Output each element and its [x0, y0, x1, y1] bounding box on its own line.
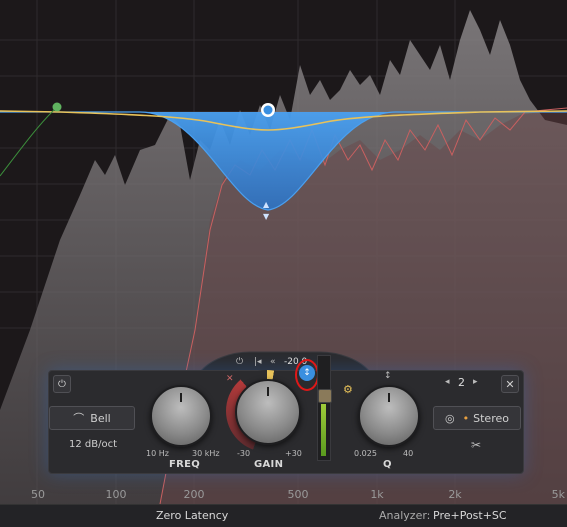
eq-band-outline [0, 111, 567, 211]
freq-tick-label: 5k [552, 488, 566, 501]
next-band-icon[interactable]: ▸ [473, 377, 478, 387]
bell-shape-icon: ⌒ [73, 412, 85, 425]
q-handle-down-icon[interactable]: ▼ [263, 212, 270, 221]
q-label: Q [383, 459, 392, 470]
freq-max-label: 30 kHz [192, 449, 220, 458]
annotation-circle [295, 359, 319, 391]
close-band-button[interactable]: ✕ [501, 375, 519, 393]
band-node[interactable] [263, 105, 273, 115]
freq-tick-label: 2k [448, 488, 462, 501]
band-rewind-icon[interactable]: « [270, 357, 276, 367]
band-number: 2 [458, 376, 465, 389]
stereo-label: Stereo [473, 411, 509, 425]
freq-tick-label: 200 [184, 488, 205, 501]
gain-max-label: +30 [285, 449, 302, 458]
freq-tick-label: 50 [31, 488, 45, 501]
q-knob[interactable] [358, 385, 420, 447]
freq-label: FREQ [169, 459, 201, 470]
stereo-dot-icon: • [462, 411, 470, 425]
analyzer-mode[interactable]: Pre+Post+SC [433, 509, 507, 522]
meter-slider-handle[interactable] [318, 389, 332, 403]
power-icon: ⏻ [58, 378, 66, 390]
stereo-mode-button[interactable]: ◎ • Stereo [433, 406, 521, 430]
gain-min-label: -30 [237, 449, 251, 458]
latency-mode[interactable]: Zero Latency [156, 509, 229, 522]
gain-label: GAIN [254, 459, 284, 470]
band-power-button[interactable]: ⏻ [53, 375, 71, 393]
band-panel: ⏻ ⌒ Bell 12 dB/oct 10 Hz 30 kHz FREQ ✕ -… [48, 355, 524, 474]
close-icon: ✕ [505, 377, 515, 391]
low-cut-node[interactable] [52, 102, 62, 112]
band-bypass-icon[interactable]: ⏻ [236, 357, 244, 367]
gain-readout: -20.0 [284, 357, 308, 367]
gain-reset-icon[interactable]: ✕ [226, 374, 234, 384]
prev-band-icon[interactable]: ◂ [445, 377, 450, 387]
meter-level-bar [321, 404, 326, 456]
output-meter [317, 355, 331, 461]
q-min-label: 0.025 [354, 449, 377, 458]
eq-band-fill [0, 112, 567, 210]
low-cut-curve [0, 106, 58, 177]
q-link-icon[interactable]: ↕ [384, 371, 392, 381]
gear-settings-icon[interactable]: ⚙ [343, 383, 353, 396]
eq-curve [0, 110, 567, 131]
freq-knob[interactable] [150, 385, 212, 447]
split-scissors-icon[interactable]: ✂ [471, 438, 482, 452]
analyzer-label: Analyzer: [379, 509, 431, 522]
freq-tick-label: 1k [370, 488, 384, 501]
status-bar: Zero Latency Analyzer: Pre+Post+SC [0, 504, 567, 527]
band-step-back-icon[interactable]: |◂ [254, 357, 262, 367]
freq-tick-label: 100 [106, 488, 127, 501]
shape-label: Bell [90, 411, 111, 425]
q-max-label: 40 [403, 449, 414, 458]
slope-label[interactable]: 12 dB/oct [69, 439, 118, 450]
gain-knob[interactable] [235, 379, 301, 445]
q-handle-up-icon[interactable]: ▲ [263, 200, 270, 209]
freq-min-label: 10 Hz [146, 449, 169, 458]
freq-tick-label: 500 [288, 488, 309, 501]
stereo-icon: ◎ [445, 411, 455, 425]
shape-button[interactable]: ⌒ Bell [49, 406, 135, 430]
